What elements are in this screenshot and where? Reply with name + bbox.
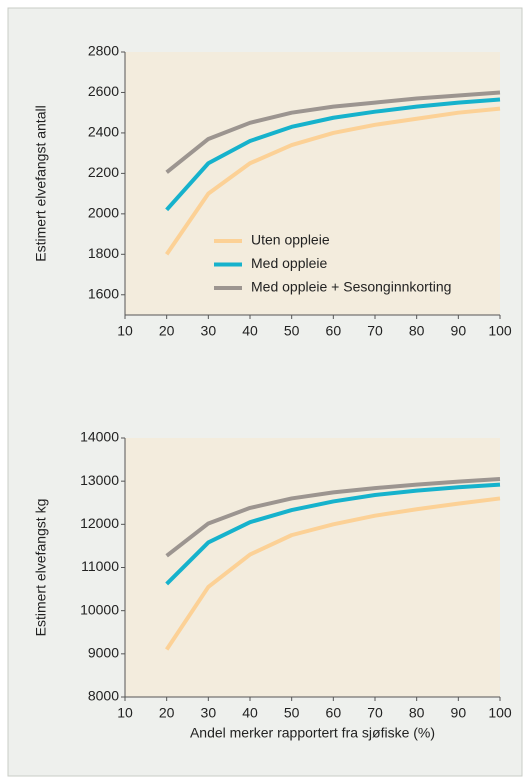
x-tick-label: 50 [284,705,300,721]
x-tick-label: 10 [117,323,133,339]
x-tick-label: 70 [367,705,383,721]
series-line [165,97,501,212]
x-tick-label: 90 [451,705,467,721]
y-tick-label: 14000 [80,429,119,445]
x-tick-label: 100 [488,705,512,721]
y-tick-label: 13000 [80,472,119,488]
y-tick-label: 2800 [88,43,119,59]
series-line [165,477,501,558]
x-tick-label: 30 [201,323,217,339]
x-tick-label: 100 [488,323,512,339]
y-tick-label: 1800 [88,245,119,261]
x-tick-label: 80 [409,705,425,721]
x-tick-label: 40 [242,323,258,339]
x-tick-label: 50 [284,323,300,339]
plot-area [125,52,500,315]
x-tick-label: 70 [367,323,383,339]
y-tick-label: 12000 [80,515,119,531]
legend-label: Med oppleie + Sesonginnkorting [251,279,451,295]
x-tick-label: 90 [451,323,467,339]
y-tick-label: 2200 [88,164,119,180]
y-axis-label: Estimert elvefangst kg [33,499,49,637]
y-axis-label: Estimert elvefangst antall [33,105,49,261]
x-tick-label: 60 [326,705,342,721]
x-tick-label: 20 [159,705,175,721]
series-line [165,106,501,256]
y-tick-label: 1600 [88,285,119,301]
legend-label: Uten oppleie [251,232,330,248]
y-tick-label: 8000 [88,688,119,704]
x-tick-label: 80 [409,323,425,339]
y-tick-label: 2600 [88,83,119,99]
y-tick-label: 2400 [88,124,119,140]
series-line [165,482,501,586]
y-tick-label: 9000 [88,645,119,661]
series-line [165,90,501,174]
x-tick-label: 20 [159,323,175,339]
x-tick-label: 10 [117,705,133,721]
series-line [165,496,501,651]
y-tick-label: 11000 [81,558,119,574]
x-axis-label: Andel merker rapportert fra sjøfiske (%) [190,725,435,741]
x-tick-label: 30 [201,705,217,721]
y-tick-label: 2000 [88,205,119,221]
x-tick-label: 40 [242,705,258,721]
x-tick-label: 60 [326,323,342,339]
y-tick-label: 10000 [80,601,119,617]
legend-label: Med oppleie [251,255,327,271]
